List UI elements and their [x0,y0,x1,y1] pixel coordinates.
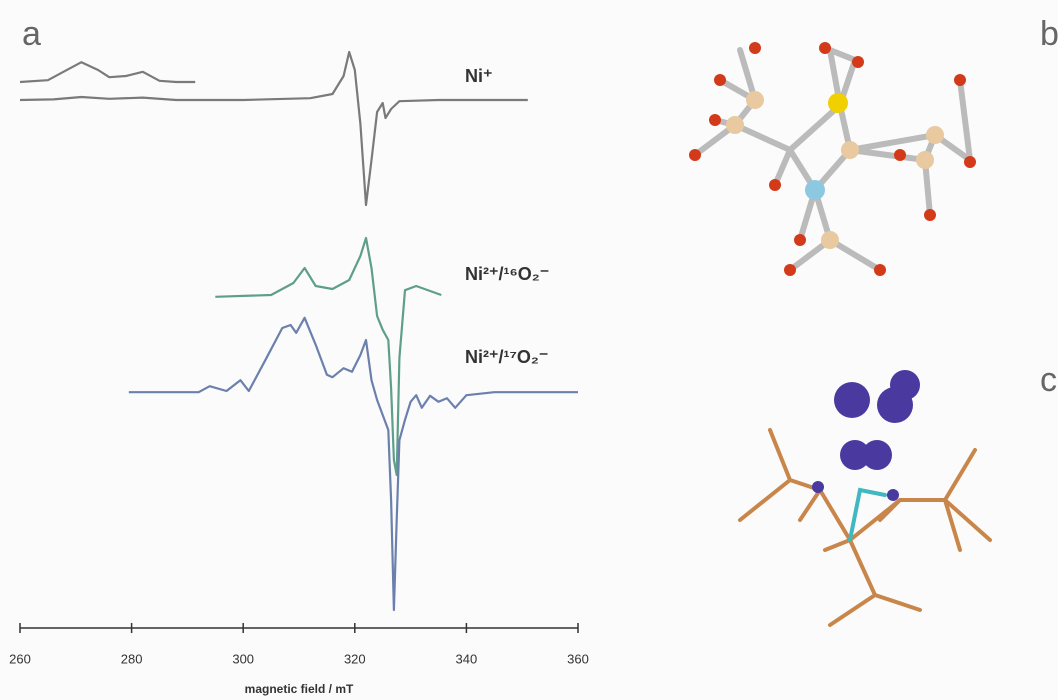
spectrum-line [20,52,528,205]
spectrum-line [20,62,195,82]
x-tick-label: 300 [232,651,254,666]
x-axis-label: magnetic field / mT [245,682,354,696]
x-tick-label: 340 [456,651,478,666]
x-tick-label: 320 [344,651,366,666]
molecule-c [740,370,990,625]
series-label: Ni²⁺/¹⁷O₂⁻ [465,347,548,367]
x-tick-label: 260 [9,651,31,666]
molecule-b [689,42,976,276]
panel-label: c [1040,361,1057,399]
panel-label: b [1040,15,1058,53]
panel-label: a [22,15,41,53]
series-label: Ni²⁺/¹⁶O₂⁻ [465,264,549,284]
figure: a b c 260 280 300 320 340 360 magnetic field /… [0,0,1058,700]
x-tick-label: 280 [121,651,143,666]
x-tick-label: 360 [567,651,589,666]
spectrum-line [215,238,441,475]
series-label: Ni⁺ [465,66,493,86]
